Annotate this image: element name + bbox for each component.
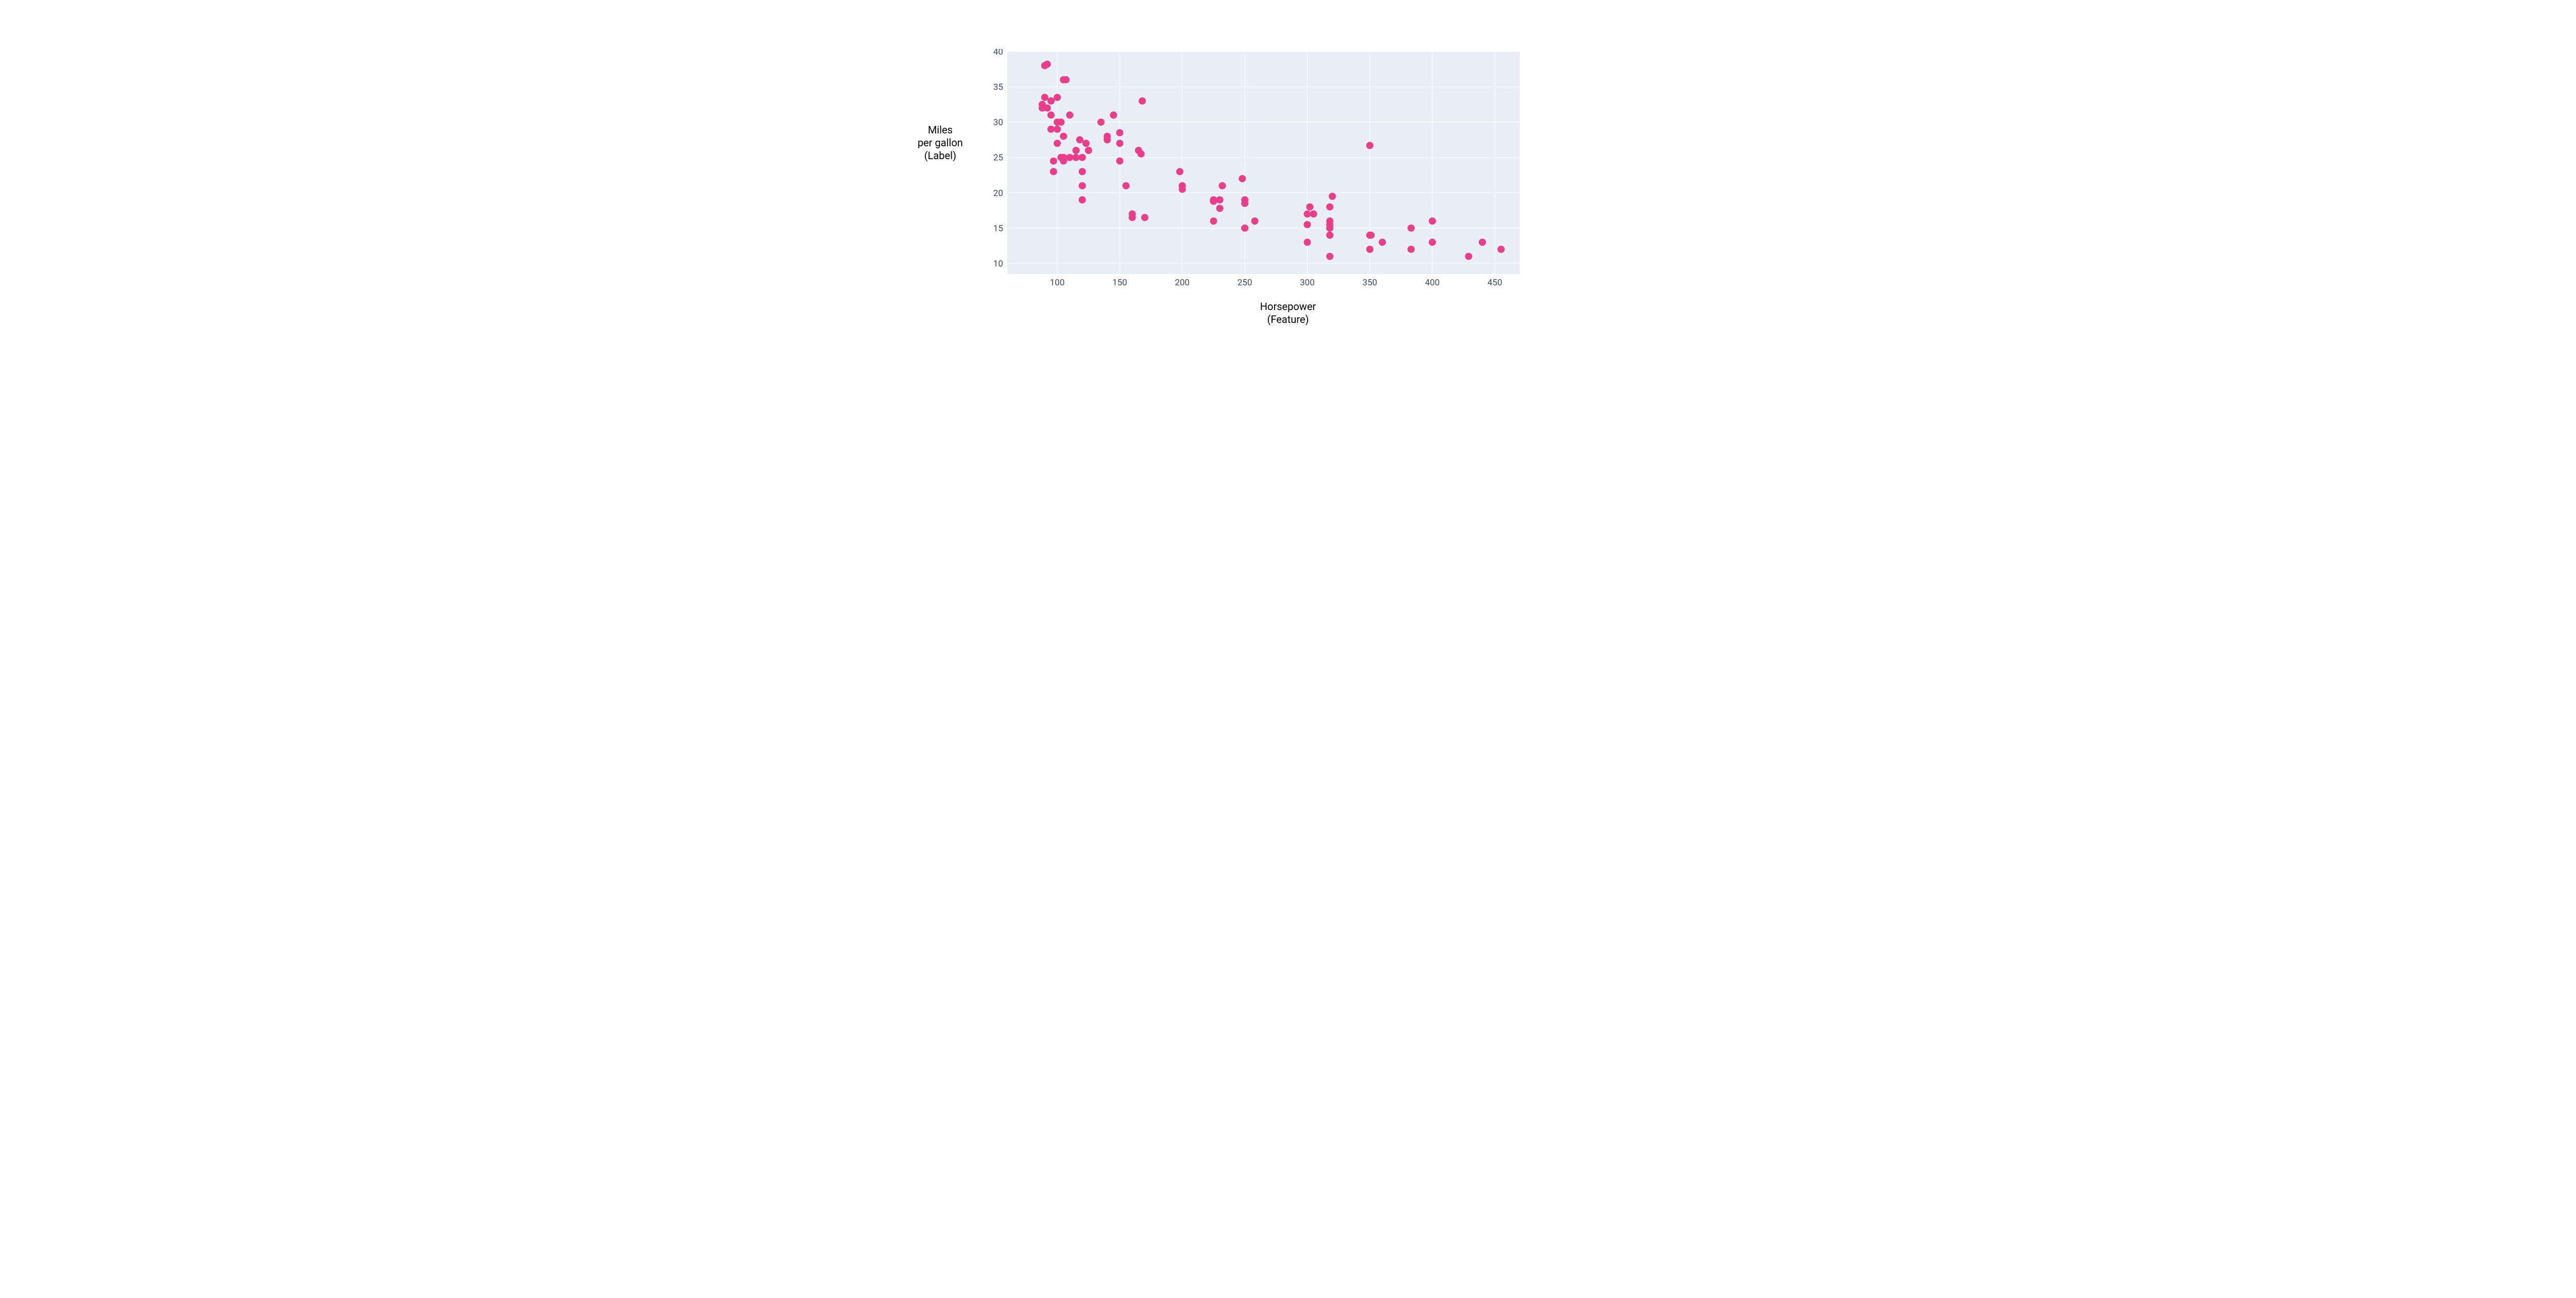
data-point xyxy=(1139,97,1146,105)
data-point xyxy=(1210,217,1217,225)
data-point xyxy=(1047,126,1055,133)
data-point xyxy=(1176,168,1183,175)
data-point xyxy=(1306,203,1313,211)
data-point xyxy=(1218,182,1226,190)
data-point xyxy=(1251,217,1259,225)
data-point xyxy=(1076,136,1083,143)
x-tick-label: 350 xyxy=(1362,278,1377,288)
data-point xyxy=(1210,198,1217,205)
data-point xyxy=(1408,225,1415,232)
data-point xyxy=(1326,203,1333,211)
data-point xyxy=(1085,147,1092,154)
x-tick-label: 450 xyxy=(1487,278,1502,288)
data-point xyxy=(1072,154,1079,161)
data-point xyxy=(1141,214,1148,221)
data-point xyxy=(1303,238,1311,246)
y-tick-label: 20 xyxy=(993,188,1003,198)
x-tick-label: 300 xyxy=(1300,278,1315,288)
data-point xyxy=(1079,154,1086,161)
x-tick-label: 150 xyxy=(1112,278,1127,288)
data-point xyxy=(1366,142,1374,149)
data-point xyxy=(1179,182,1186,190)
data-point xyxy=(1138,150,1145,158)
data-point xyxy=(1060,154,1067,161)
data-point xyxy=(1097,118,1105,126)
data-point xyxy=(1366,246,1374,253)
data-point xyxy=(1303,221,1311,228)
data-point xyxy=(1066,111,1073,118)
data-point xyxy=(1044,105,1051,112)
data-point xyxy=(1054,126,1061,133)
x-axis-label-line1: Horsepower xyxy=(886,300,1690,313)
x-axis-label: Horsepower (Feature) xyxy=(886,300,1690,326)
data-point xyxy=(1047,97,1055,105)
scatter-chart: 100 150 200 250 300 350 400 450 10 15 20 25 30 35 40 xyxy=(984,49,1525,289)
data-point xyxy=(1047,111,1055,118)
y-tick-label: 10 xyxy=(993,259,1003,269)
plot-background xyxy=(1007,52,1520,274)
data-point xyxy=(1429,217,1436,225)
x-tick-label: 400 xyxy=(1425,278,1440,288)
data-point xyxy=(1104,133,1111,140)
y-tick-label: 15 xyxy=(993,224,1003,234)
data-point xyxy=(1326,232,1333,239)
data-point xyxy=(1326,217,1333,225)
data-point xyxy=(1429,238,1436,246)
data-point xyxy=(1498,246,1505,253)
y-tick-label: 30 xyxy=(993,117,1003,128)
data-point xyxy=(1066,154,1073,161)
data-point xyxy=(1057,118,1064,126)
x-tick-label: 100 xyxy=(1050,278,1065,288)
data-point xyxy=(1116,158,1123,165)
data-point xyxy=(1116,140,1123,147)
data-point xyxy=(1465,253,1472,260)
data-point xyxy=(1216,196,1224,203)
data-point xyxy=(1079,182,1086,190)
x-axis-label-line2: (Feature) xyxy=(886,313,1690,326)
y-axis-label-line2: per gallon xyxy=(907,136,974,149)
data-point xyxy=(1079,196,1086,203)
y-tick-label: 25 xyxy=(993,153,1003,163)
data-point xyxy=(1072,147,1079,154)
y-axis-label: Miles per gallon (Label) xyxy=(907,124,974,162)
data-point xyxy=(1123,182,1130,190)
data-point xyxy=(1079,168,1086,175)
chart-container: Miles per gallon (Label) 100 150 200 250 300… xyxy=(886,0,1690,384)
data-point xyxy=(1239,175,1246,182)
data-point xyxy=(1241,225,1248,232)
data-point xyxy=(1379,238,1386,246)
data-point xyxy=(1408,246,1415,253)
data-point xyxy=(1044,61,1051,68)
data-point xyxy=(1050,158,1057,165)
data-point xyxy=(1241,196,1248,203)
data-point xyxy=(1054,94,1061,101)
y-axis-label-line3: (Label) xyxy=(907,149,974,162)
y-axis-label-line1: Miles xyxy=(907,124,974,136)
data-point xyxy=(1110,111,1117,118)
data-point xyxy=(1060,133,1067,140)
x-tick-label: 250 xyxy=(1238,278,1252,288)
data-point xyxy=(1310,210,1317,217)
data-point xyxy=(1082,140,1090,147)
data-point xyxy=(1054,140,1061,147)
data-point xyxy=(1129,210,1136,217)
data-point xyxy=(1326,253,1333,260)
data-point xyxy=(1367,232,1375,239)
y-tick-label: 40 xyxy=(993,49,1003,57)
x-tick-label: 200 xyxy=(1175,278,1190,288)
data-point xyxy=(1116,129,1123,136)
data-point xyxy=(1479,238,1486,246)
y-tick-label: 35 xyxy=(993,82,1003,93)
data-point xyxy=(1041,94,1048,101)
data-point xyxy=(1303,210,1311,217)
data-point xyxy=(1062,76,1070,83)
data-point xyxy=(1050,168,1057,175)
data-point xyxy=(1216,204,1224,212)
data-point xyxy=(1329,193,1336,200)
